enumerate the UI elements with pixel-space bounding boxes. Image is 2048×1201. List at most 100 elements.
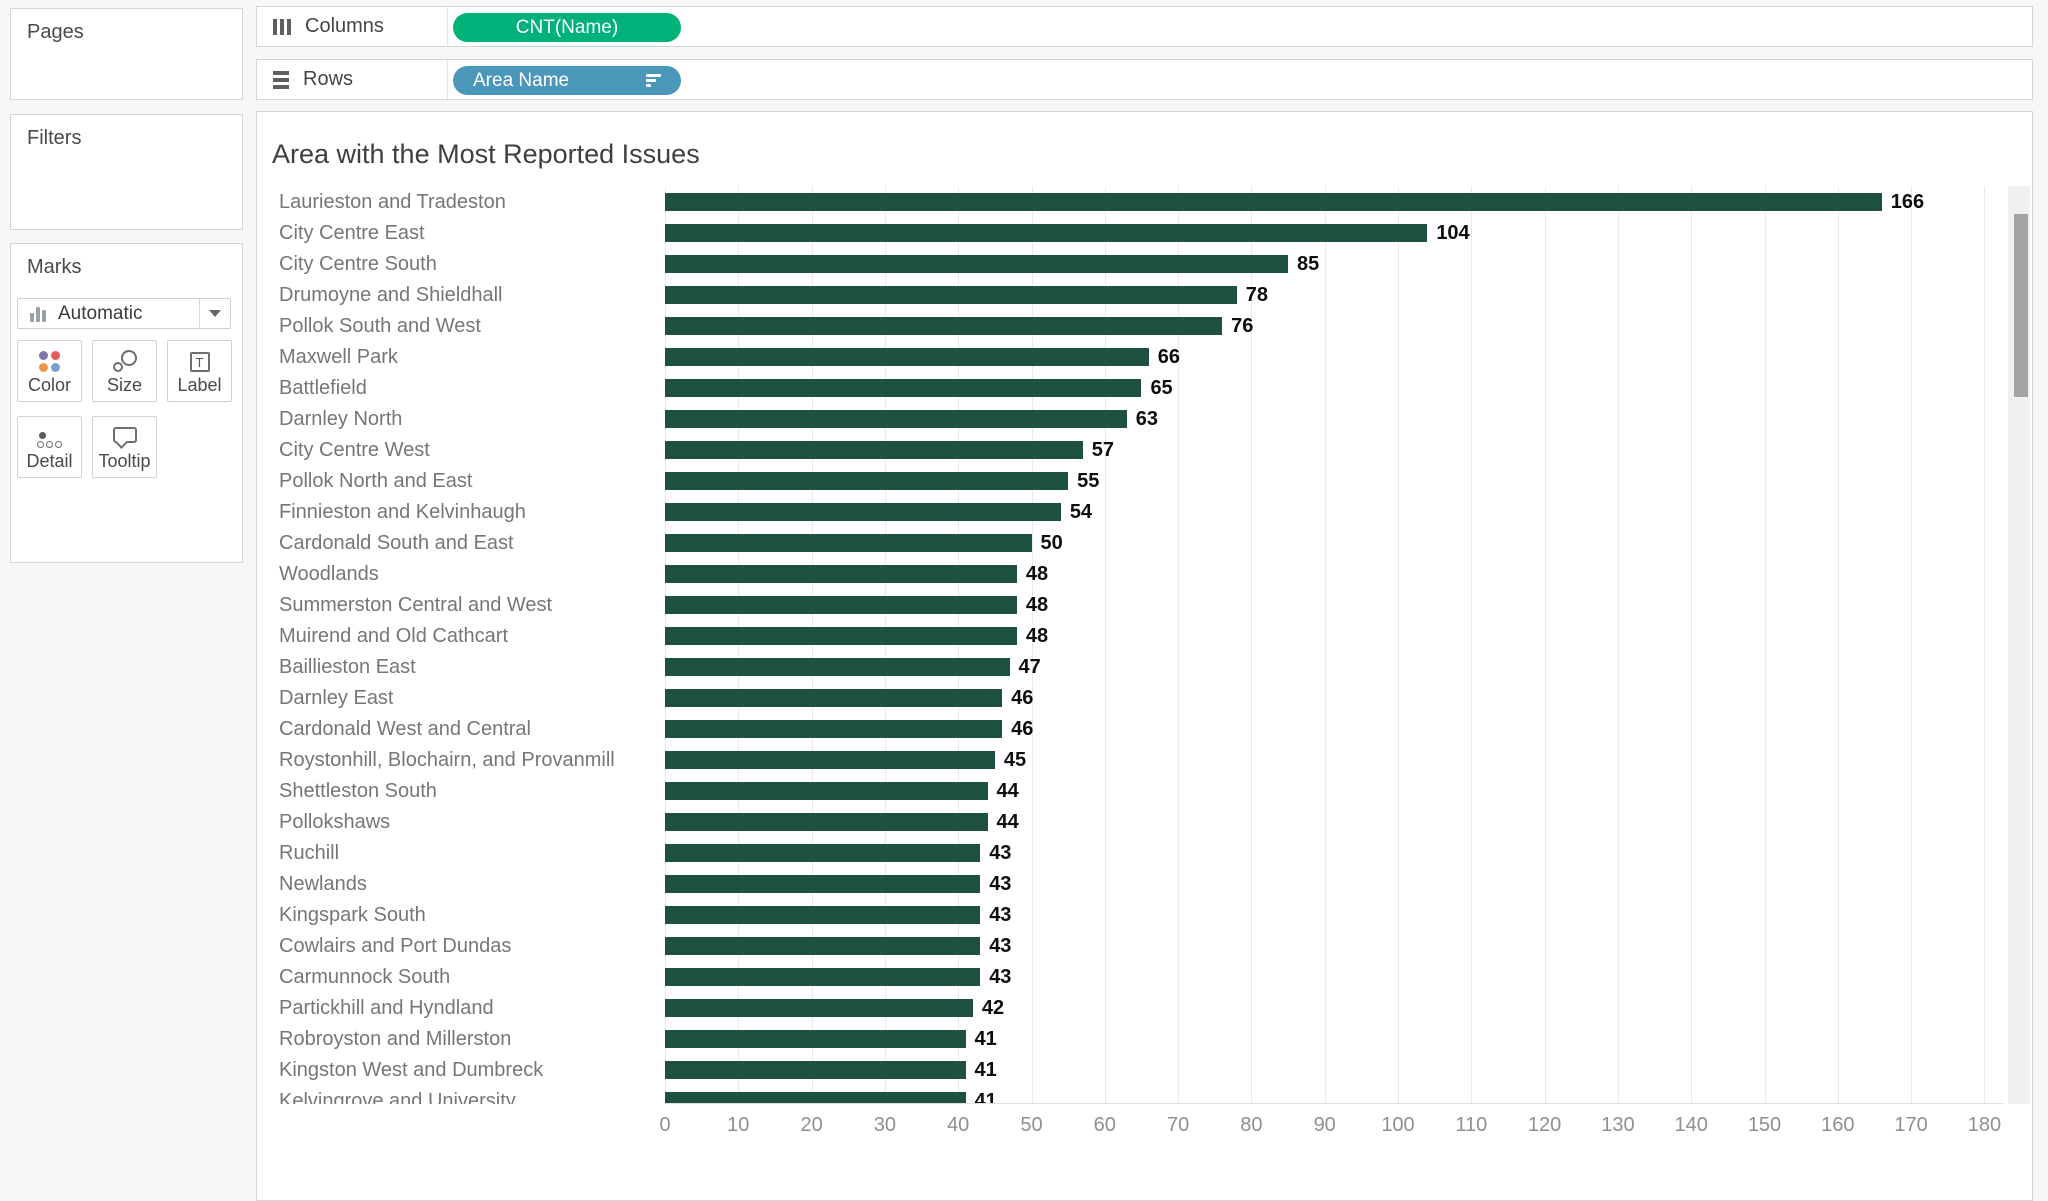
row-header-label[interactable]: Maxwell Park xyxy=(279,345,398,368)
chart-row: Cardonald West and Central 46 xyxy=(257,714,2008,745)
row-header-label[interactable]: Cowlairs and Port Dundas xyxy=(279,934,512,957)
bar-mark[interactable] xyxy=(665,286,1237,304)
gridline xyxy=(1251,186,1253,1104)
row-header-label[interactable]: Drumoyne and Shieldhall xyxy=(279,283,503,306)
row-header-label[interactable]: City Centre South xyxy=(279,252,437,275)
vertical-scrollbar-thumb[interactable] xyxy=(2014,214,2028,397)
bar-mark[interactable] xyxy=(665,317,1223,335)
label-button[interactable]: T Label xyxy=(167,340,232,402)
bar-mark[interactable] xyxy=(665,906,981,924)
gridline xyxy=(1471,186,1473,1104)
row-header-label[interactable]: Finnieston and Kelvinhaugh xyxy=(279,500,526,523)
bar-mark[interactable] xyxy=(665,658,1010,676)
row-header-label[interactable]: Woodlands xyxy=(279,562,379,585)
tooltip-bubble-icon xyxy=(112,427,137,443)
bar-chart-icon xyxy=(30,306,46,322)
detail-button[interactable]: Detail xyxy=(17,416,82,478)
color-button[interactable]: Color xyxy=(17,340,82,402)
bar-mark[interactable] xyxy=(665,534,1032,552)
bar-mark[interactable] xyxy=(665,410,1127,428)
row-header-label[interactable]: Shettleston South xyxy=(279,779,437,802)
mark-type-dropdown[interactable]: Automatic xyxy=(17,298,231,329)
pages-shelf[interactable]: Pages xyxy=(10,8,243,100)
row-header-label[interactable]: Kelvingrove and University xyxy=(279,1089,516,1105)
chart-title[interactable]: Area with the Most Reported Issues xyxy=(272,139,700,169)
bar-mark[interactable] xyxy=(665,720,1003,738)
bar-mark[interactable] xyxy=(665,224,1428,242)
row-header-label[interactable]: Robroyston and Millerston xyxy=(279,1027,512,1050)
mark-type-caret-button[interactable] xyxy=(199,299,230,328)
row-header-label[interactable]: Pollokshaws xyxy=(279,810,391,833)
row-header-label[interactable]: Pollok North and East xyxy=(279,469,473,492)
bar-mark[interactable] xyxy=(665,596,1017,614)
row-header-label[interactable]: Baillieston East xyxy=(279,655,416,678)
bar-mark[interactable] xyxy=(665,937,981,955)
row-header-label[interactable]: Darnley East xyxy=(279,686,394,709)
rows-shelf[interactable]: Rows Area Name xyxy=(256,59,2033,100)
bar-mark[interactable] xyxy=(665,689,1003,707)
row-header-label[interactable]: Pollok South and West xyxy=(279,314,481,337)
columns-icon xyxy=(273,18,291,35)
chart-row: Ruchill 43 xyxy=(257,838,2008,869)
bar-mark[interactable] xyxy=(665,782,988,800)
bar-mark[interactable] xyxy=(665,999,973,1017)
row-header-label[interactable]: Newlands xyxy=(279,872,367,895)
row-header-label[interactable]: City Centre East xyxy=(279,221,425,244)
row-header-label[interactable]: Cardonald West and Central xyxy=(279,717,531,740)
detail-dots-icon xyxy=(36,432,63,448)
row-header-label[interactable]: Roystonhill, Blochairn, and Provanmill xyxy=(279,748,615,771)
bar-value-label: 57 xyxy=(1091,438,1115,461)
bar-mark[interactable] xyxy=(665,875,981,893)
row-header-label[interactable]: Kingspark South xyxy=(279,903,426,926)
bar-mark[interactable] xyxy=(665,503,1061,521)
bar-value-label: 44 xyxy=(996,810,1019,833)
chart-row: Kingspark South 43 xyxy=(257,900,2008,931)
row-header-label[interactable]: Cardonald South and East xyxy=(279,531,514,554)
chart-row: Battlefield 65 xyxy=(257,373,2008,404)
chart-row: Maxwell Park 66 xyxy=(257,342,2008,373)
sort-descending-icon[interactable] xyxy=(646,74,661,87)
size-button-label: Size xyxy=(106,375,142,395)
bar-mark[interactable] xyxy=(665,193,1882,211)
tooltip-button[interactable]: Tooltip xyxy=(92,416,157,478)
bar-value-label: 41 xyxy=(974,1089,997,1105)
bar-mark[interactable] xyxy=(665,1092,966,1104)
gridline xyxy=(1691,186,1693,1104)
gridline xyxy=(1324,186,1326,1104)
filters-shelf[interactable]: Filters xyxy=(10,114,243,230)
bar-mark[interactable] xyxy=(665,565,1017,583)
gridline xyxy=(1837,186,1839,1104)
columns-pill-cnt-name[interactable]: CNT(Name) xyxy=(453,13,681,42)
bar-mark[interactable] xyxy=(665,472,1069,490)
row-header-label[interactable]: Muirend and Old Cathcart xyxy=(279,624,509,647)
row-header-label[interactable]: Partickhill and Hyndland xyxy=(279,996,494,1019)
row-header-label[interactable]: Laurieston and Tradeston xyxy=(279,190,506,213)
row-header-label[interactable]: Summerston Central and West xyxy=(279,593,553,616)
rows-pill-area-name[interactable]: Area Name xyxy=(453,66,681,95)
bar-mark[interactable] xyxy=(665,1030,966,1048)
bar-mark[interactable] xyxy=(665,844,981,862)
columns-shelf[interactable]: Columns CNT(Name) xyxy=(256,6,2033,47)
row-header-label[interactable]: Kingston West and Dumbreck xyxy=(279,1058,544,1081)
bar-mark[interactable] xyxy=(665,441,1083,459)
chart-row: Woodlands 48 xyxy=(257,559,2008,590)
row-header-label[interactable]: City Centre West xyxy=(279,438,430,461)
bar-mark[interactable] xyxy=(665,1061,966,1079)
bar-mark[interactable] xyxy=(665,813,988,831)
chart-row: Drumoyne and Shieldhall 78 xyxy=(257,280,2008,311)
bar-mark[interactable] xyxy=(665,379,1142,397)
row-header-label[interactable]: Darnley North xyxy=(279,407,403,430)
chart-row: Darnley East 46 xyxy=(257,683,2008,714)
bar-mark[interactable] xyxy=(665,255,1289,273)
row-header-label[interactable]: Ruchill xyxy=(279,841,340,864)
x-tick-label: 10 xyxy=(727,1114,750,1136)
row-header-label[interactable]: Carmunnock South xyxy=(279,965,451,988)
bar-mark[interactable] xyxy=(665,627,1017,645)
vertical-scrollbar-track[interactable] xyxy=(2008,186,2030,1104)
size-button[interactable]: Size xyxy=(92,340,157,402)
bar-mark[interactable] xyxy=(665,348,1149,366)
bar-mark[interactable] xyxy=(665,751,995,769)
row-header-label[interactable]: Battlefield xyxy=(279,376,367,399)
bar-mark[interactable] xyxy=(665,968,981,986)
bar-value-label: 47 xyxy=(1018,655,1041,678)
